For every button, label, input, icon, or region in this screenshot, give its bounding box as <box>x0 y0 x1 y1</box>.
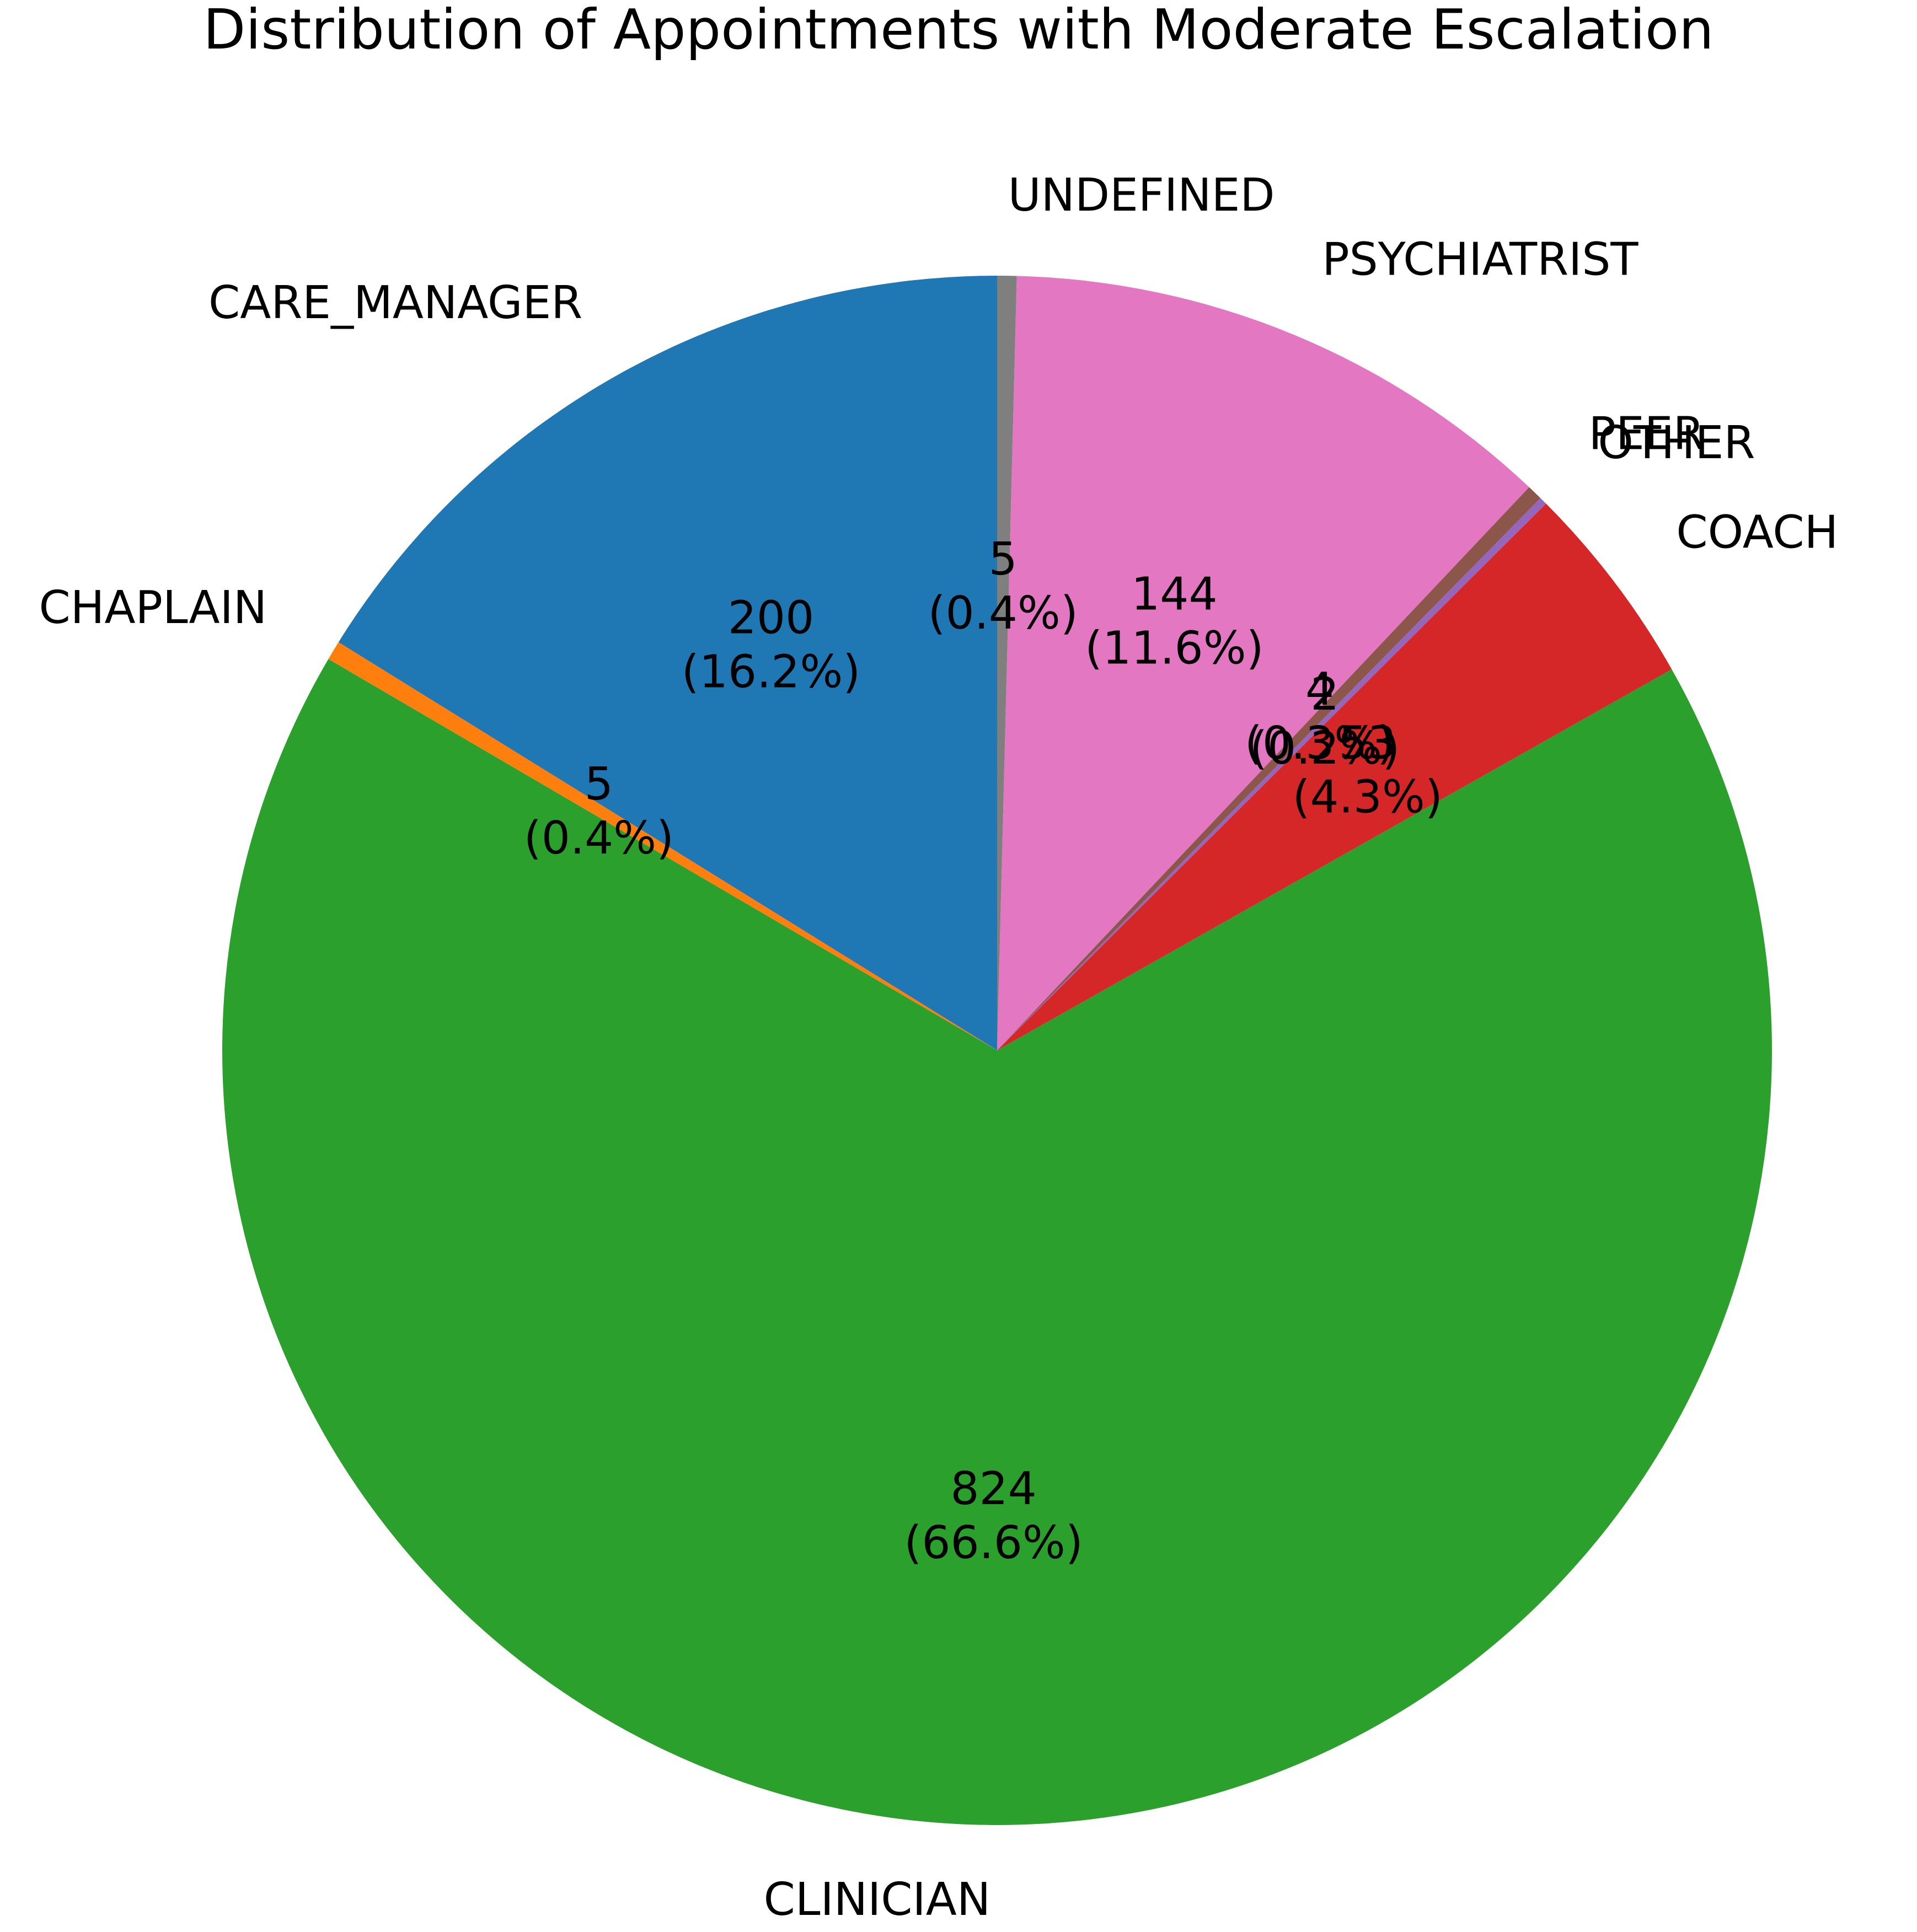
value-label-coach: 53 (4.3%) <box>1293 717 1443 824</box>
value-label-chaplain: 5 (0.4%) <box>524 758 674 865</box>
pie-slice-care-manager <box>338 276 997 1050</box>
category-label-other: OTHER <box>1598 417 1755 469</box>
category-labels: CARE_MANAGERCHAPLAINCLINICIANCOACHOTHERP… <box>39 169 1839 1926</box>
category-label-clinician: CLINICIAN <box>764 1874 991 1926</box>
value-label-other: 2 (0.2%) <box>1250 668 1400 775</box>
category-label-care-manager: CARE_MANAGER <box>208 277 582 329</box>
category-label-coach: COACH <box>1676 507 1838 559</box>
value-labels: 200 (16.2%)5 (0.4%)824 (66.6%)53 (4.3%)2 (0.2… <box>524 533 1443 1569</box>
pie-slice-other <box>997 498 1546 1050</box>
category-label-chaplain: CHAPLAIN <box>39 582 267 634</box>
value-label-clinician: 824 (66.6%) <box>904 1463 1083 1569</box>
pie-slice-psychiatrist <box>997 276 1529 1051</box>
pie-slice-coach <box>997 503 1672 1050</box>
category-label-psychiatrist: PSYCHIATRIST <box>1322 234 1638 286</box>
pie-slice-chaplain <box>328 642 998 1050</box>
value-label-peer: 4 (0.3%) <box>1245 663 1395 770</box>
value-label-care-manager: 200 (16.2%) <box>682 592 860 698</box>
category-label-peer: PEER <box>1589 408 1705 460</box>
chart-title: Distribution of Appointments with Modera… <box>203 0 1713 62</box>
value-label-undefined: 5 (0.4%) <box>928 533 1078 640</box>
pie-slice-peer <box>997 487 1541 1050</box>
value-label-psychiatrist: 144 (11.6%) <box>1085 568 1263 675</box>
pie-slice-clinician <box>222 659 1772 1826</box>
pie-slices <box>222 276 1772 1826</box>
category-label-undefined: UNDEFINED <box>1008 169 1275 222</box>
pie-slice-undefined <box>997 276 1017 1050</box>
